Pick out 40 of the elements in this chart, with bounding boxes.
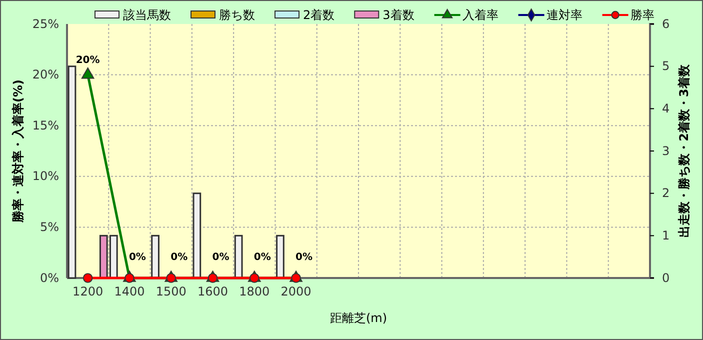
legend-label: 勝ち数 [219,8,255,22]
bar [68,66,76,279]
y2-tick-label: 0 [662,270,670,285]
x-axis-title: 距離芝(m) [330,311,388,325]
y-axis-title: 勝率・連対率・入着率(%) [11,80,25,224]
x-tick-label: 1600 [197,284,228,299]
x-tick-label: 1200 [72,284,104,299]
data-label: 0% [296,252,313,263]
y-tick-label: 15% [32,118,59,132]
bar [276,234,284,279]
y-tick-label: 20% [32,68,59,82]
bar [192,192,202,279]
data-label: 20% [76,54,100,66]
y2-axis-title: 出走数・勝ち数・2着数・3着数 [677,64,691,238]
y2-tick-label: 5 [662,59,670,74]
data-label: 0% [212,252,230,263]
y-tick-label: 5% [40,220,59,234]
data-label: 0% [128,252,146,263]
y2-tick-label: 1 [662,228,670,243]
x-tick-label: 2000 [280,284,312,299]
y2-tick-label: 2 [662,186,670,200]
y2-tick-label: 4 [662,102,670,116]
y2-tick-label: 3 [662,144,670,158]
data-label: 0% [170,252,188,263]
y-tick-label: 0% [40,270,59,285]
legend-label: 2着数 [303,8,335,22]
x-tick-label: 1800 [239,284,270,299]
y-tick-label: 25% [32,16,59,31]
legend-label: 入着率 [462,8,498,22]
x-tick-label: 1500 [156,284,186,299]
y2-tick-label: 6 [662,16,670,31]
bar [151,234,160,279]
y-tick-label: 10% [32,169,59,184]
x-tick-label: 1400 [114,284,145,299]
legend-label: 連対率 [546,8,582,22]
bar [234,234,243,279]
legend-label: 該当馬数 [123,8,171,22]
legend-label: 3着数 [382,8,414,22]
legend-label: 勝率 [630,8,654,22]
data-label: 0% [254,252,271,263]
